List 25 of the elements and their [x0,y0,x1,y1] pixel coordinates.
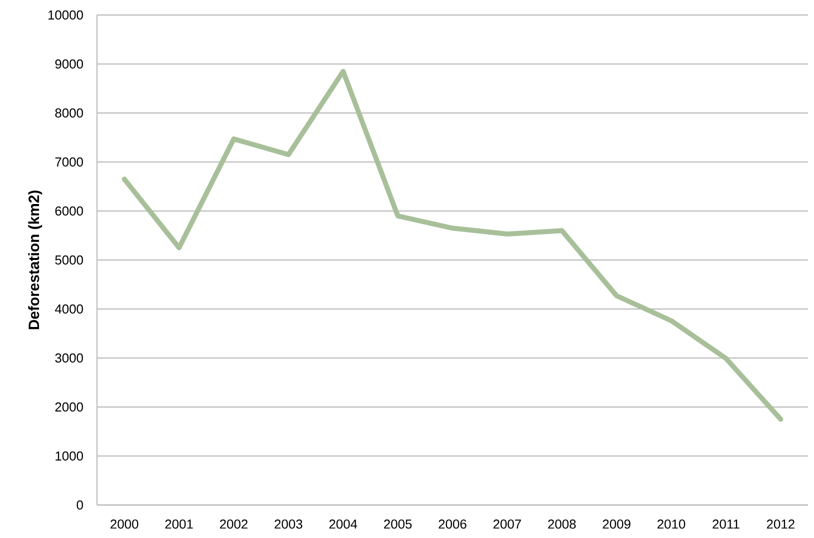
x-tick-label: 2003 [274,520,302,529]
y-tick-label: 5000 [55,255,83,265]
x-tick-label: 2007 [493,520,521,529]
x-tick-label: 2011 [712,520,740,529]
y-tick-label: 9000 [55,59,83,69]
x-tick-label: 2008 [548,520,576,529]
x-tick-label: 2009 [602,520,630,529]
y-tick-label: 3000 [55,353,83,363]
y-tick-label: 7000 [55,157,83,167]
x-tick-label: 2005 [384,520,412,529]
y-tick-label: 10000 [48,10,83,20]
y-tick-label: 8000 [55,108,83,118]
x-tick-label: 2002 [220,520,248,529]
x-tick-label: 2006 [438,520,466,529]
x-tick-label: 2012 [766,520,794,529]
x-tick-label: 2001 [165,520,193,529]
y-tick-label: 4000 [54,304,83,314]
y-tick-label: 6000 [55,206,83,216]
y-tick-label: 0 [76,500,83,510]
y-tick-label: 1000 [56,451,83,461]
x-tick-label: 2010 [658,520,686,529]
y-axis-title: Deforestation (km2) [28,190,42,330]
y-tick-label: 2000 [55,402,83,412]
x-tick-label: 2004 [329,520,358,529]
x-tick-label: 2000 [110,520,138,529]
